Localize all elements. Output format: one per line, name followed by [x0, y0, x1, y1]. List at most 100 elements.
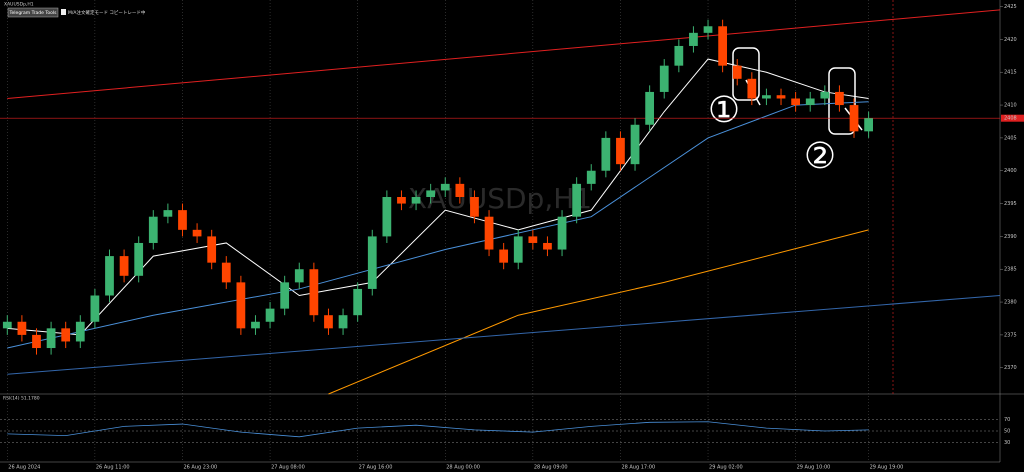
- highlight-box: [828, 67, 856, 135]
- candle-body: [484, 216, 494, 250]
- x-tick-label: 26 Aug 2024: [8, 465, 40, 471]
- x-tick-label: 26 Aug 11:00: [96, 465, 130, 471]
- candle-body: [849, 105, 859, 132]
- indicator-line: [7, 9, 1001, 99]
- x-tick-label: 27 Aug 08:00: [271, 465, 305, 471]
- candle-body: [718, 26, 728, 66]
- candle-body: [163, 210, 173, 217]
- candle-body: [61, 328, 71, 342]
- rsi-label: RSI(14) 51.1780: [3, 396, 40, 402]
- annotation: ②: [804, 136, 836, 177]
- candle-body: [280, 282, 290, 309]
- y-tick-label: 2395: [1004, 201, 1017, 207]
- candle-body: [586, 170, 596, 184]
- candle-body: [134, 242, 144, 276]
- x-tick-label: 29 Aug 10:00: [797, 465, 831, 471]
- candle-body: [835, 91, 844, 106]
- candle-body: [689, 32, 698, 46]
- candle-body: [659, 65, 669, 92]
- rsi-tick-label: 30: [1004, 440, 1010, 446]
- candle-body: [630, 124, 640, 165]
- indicator-line: [7, 295, 1001, 375]
- candle-body: [338, 315, 348, 329]
- x-tick-label: 26 Aug 23:00: [183, 465, 217, 471]
- candle-body: [557, 216, 567, 250]
- candle-body: [75, 321, 85, 342]
- candle-body: [762, 95, 771, 99]
- candle-body: [747, 78, 757, 99]
- candle-body: [221, 262, 231, 283]
- candle-body: [776, 95, 786, 99]
- candle-body: [543, 242, 552, 250]
- y-tick-label: 2420: [1004, 37, 1017, 43]
- candle-body: [178, 210, 187, 230]
- rsi-tick-label: 50: [1004, 429, 1010, 435]
- candle-body: [440, 183, 450, 191]
- candle-body: [455, 183, 465, 197]
- indicator-line: [7, 58, 869, 336]
- candle-body: [411, 197, 421, 204]
- price-label-bg: [1001, 114, 1024, 122]
- candle-body: [382, 197, 392, 237]
- button-label[interactable]: Telegram Trade Tools: [9, 10, 58, 16]
- button[interactable]: [7, 7, 59, 18]
- candle-body: [192, 229, 202, 237]
- candle-body: [17, 321, 27, 335]
- symbol-label: XAUUSDp,H1: [4, 2, 34, 8]
- candle-body: [207, 236, 217, 263]
- watermark: XAUUSDp,H1: [408, 182, 592, 215]
- candle-body: [236, 282, 246, 329]
- candle-body: [294, 269, 304, 283]
- y-tick-label: 2400: [1004, 168, 1017, 174]
- candle-body: [616, 137, 625, 165]
- checkbox[interactable]: [61, 9, 66, 15]
- x-tick-label: 28 Aug 09:00: [534, 465, 568, 471]
- candle-body: [805, 98, 815, 106]
- candle-body: [426, 190, 436, 197]
- y-tick-label: 2380: [1004, 300, 1017, 306]
- x-tick-label: 28 Aug 17:00: [621, 465, 655, 471]
- candle-body: [309, 269, 319, 316]
- candle-body: [2, 321, 12, 329]
- x-tick-label: 29 Aug 02:00: [709, 465, 743, 471]
- candle-body: [32, 334, 41, 349]
- candle-body: [397, 197, 406, 204]
- candle-body: [820, 91, 830, 99]
- candle-body: [265, 308, 275, 322]
- candle-body: [148, 216, 158, 243]
- candle-body: [674, 45, 684, 66]
- status-label: M/A注文確定モード コピートレード中: [68, 9, 146, 16]
- y-tick-label: 2390: [1004, 234, 1017, 240]
- y-tick-label: 2425: [1004, 4, 1017, 10]
- candle-body: [46, 328, 56, 349]
- candle-body: [791, 98, 800, 106]
- candle-body: [353, 288, 363, 316]
- x-tick-label: 28 Aug 00:00: [446, 465, 480, 471]
- y-tick-label: 2405: [1004, 135, 1017, 141]
- rsi-tick-label: 70: [1004, 417, 1010, 423]
- candle-body: [703, 26, 713, 33]
- candle-body: [528, 236, 538, 243]
- x-tick-label: 27 Aug 16:00: [359, 465, 393, 471]
- annotation: ①: [708, 90, 740, 131]
- candle-body: [864, 118, 873, 132]
- candle-body: [367, 236, 377, 289]
- indicator-line: [7, 421, 869, 438]
- y-tick-label: 2370: [1004, 365, 1017, 371]
- y-tick-label: 2375: [1004, 332, 1017, 338]
- y-tick-label: 2410: [1004, 103, 1017, 109]
- candle-body: [601, 137, 611, 171]
- x-tick-label: 29 Aug 19:00: [870, 465, 904, 471]
- candle-body: [572, 183, 582, 217]
- candle-body: [324, 315, 333, 329]
- candle-body: [470, 197, 479, 217]
- candle-body: [119, 256, 129, 276]
- candle-body: [499, 249, 509, 263]
- y-tick-label: 2415: [1004, 70, 1017, 76]
- candle-body: [251, 321, 260, 329]
- y-tick-label: 2385: [1004, 267, 1017, 273]
- candle-body: [90, 295, 100, 322]
